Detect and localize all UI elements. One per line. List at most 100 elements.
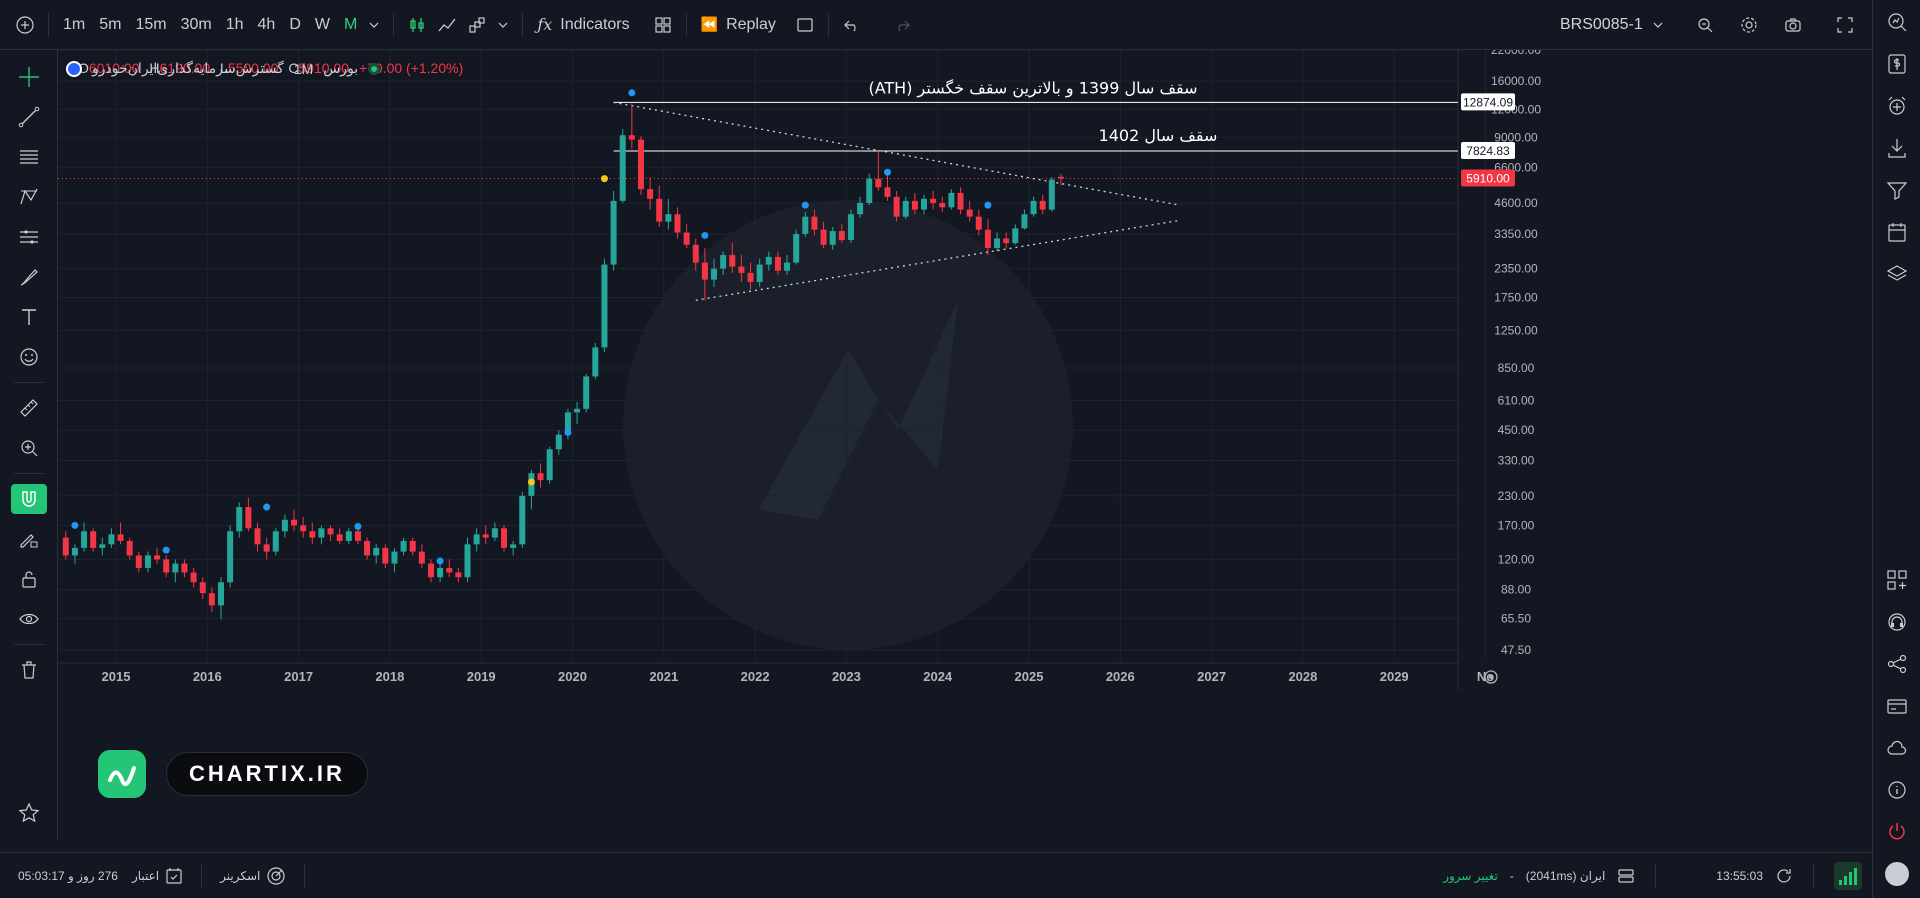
refresh-icon[interactable] xyxy=(1775,867,1793,885)
line-chart-button[interactable] xyxy=(432,8,462,42)
filter-button[interactable] xyxy=(1882,178,1912,202)
price-chart[interactable]: 22000.0016000.0012000.009000.006600.0046… xyxy=(58,50,1872,840)
cloud-icon xyxy=(1886,740,1906,755)
horizontal-lines-tool[interactable] xyxy=(11,142,47,172)
server-separator: - xyxy=(1509,869,1514,883)
candle-body xyxy=(409,540,416,552)
candle-body xyxy=(71,547,78,556)
power-button[interactable] xyxy=(1882,820,1912,844)
pattern-tool[interactable] xyxy=(11,182,47,212)
layers-button[interactable] xyxy=(1882,262,1912,286)
settings-button[interactable] xyxy=(1734,8,1764,42)
add-symbol-button[interactable] xyxy=(10,8,40,42)
x-tick-label: 2019 xyxy=(467,669,496,684)
brush-tool[interactable] xyxy=(11,262,47,292)
zoom-in-icon xyxy=(20,440,37,457)
widgets-button[interactable] xyxy=(1882,568,1912,592)
support-button[interactable] xyxy=(1882,610,1912,634)
timeframe-1m-button[interactable]: 1m xyxy=(63,15,86,33)
calendar-button[interactable] xyxy=(1882,220,1912,244)
delete-drawings-tool[interactable] xyxy=(11,655,47,685)
ruler-tool[interactable] xyxy=(11,393,47,423)
candle-body xyxy=(564,412,571,435)
text-tool[interactable] xyxy=(11,302,47,332)
ath-annotation-text: سقف سال 1399 و بالاترین سقف خگستر (ATH) xyxy=(868,78,1197,98)
trendline-tool[interactable] xyxy=(11,102,47,132)
candle-body xyxy=(437,567,444,578)
candle-body xyxy=(820,229,827,245)
chevron-down-icon xyxy=(498,22,508,28)
timeframe-4h-button[interactable]: 4h xyxy=(257,15,276,33)
candle-body xyxy=(1039,200,1046,210)
lock-drawing-tool[interactable] xyxy=(11,524,47,554)
prediction-tool[interactable] xyxy=(11,222,47,252)
close-label: C xyxy=(288,60,299,76)
symbol-selector[interactable]: BRS0085-1 xyxy=(1560,8,1663,42)
candle-body xyxy=(619,135,626,201)
visibility-tool[interactable] xyxy=(11,604,47,634)
toolbar-divider xyxy=(48,12,49,37)
zoom-in-tool[interactable] xyxy=(11,433,47,463)
compare-button[interactable] xyxy=(462,8,492,42)
timeframe-w-button[interactable]: W xyxy=(314,15,330,33)
emoji-tool[interactable] xyxy=(11,342,47,372)
signal-marker xyxy=(527,478,535,486)
crosshair-tool[interactable] xyxy=(11,62,47,92)
download-button[interactable] xyxy=(1882,136,1912,160)
fullscreen-rect-button[interactable] xyxy=(790,8,820,42)
share-button[interactable] xyxy=(1882,652,1912,676)
calendar-check-icon xyxy=(166,867,182,884)
chart-type-dropdown-button[interactable] xyxy=(492,8,514,42)
candle-type-button[interactable] xyxy=(402,8,432,42)
candle-body xyxy=(154,555,161,560)
timeframe-dropdown-button[interactable] xyxy=(363,8,385,42)
timeframe-5m-button[interactable]: 5m xyxy=(99,15,122,33)
dollar-icon xyxy=(1887,54,1906,74)
change-value: +70.00 (+1.20%) xyxy=(358,60,464,76)
redo-button[interactable] xyxy=(887,8,917,42)
timeframe-15m-button[interactable]: 15m xyxy=(135,15,167,33)
alerts-button[interactable] xyxy=(1882,94,1912,118)
candle-body xyxy=(656,198,663,222)
top1402-price-label-bg xyxy=(1461,142,1515,160)
timeframe-m-button[interactable]: M xyxy=(343,15,358,33)
cloud-button[interactable] xyxy=(1882,736,1912,760)
candle-body xyxy=(272,531,279,552)
candle-body xyxy=(711,268,718,280)
screener-button[interactable]: اسکرینر xyxy=(210,866,296,886)
timeframe-1h-button[interactable]: 1h xyxy=(225,15,244,33)
indicators-button[interactable]: ƒx Indicators xyxy=(531,8,635,42)
search-zoom-button[interactable] xyxy=(1690,8,1720,42)
ohlc-close: O6010.00 H6190.00 L5500.00 C5910.00 +70.… xyxy=(78,60,463,76)
timeframe-30m-button[interactable]: 30m xyxy=(180,15,212,33)
profile-button[interactable] xyxy=(1882,862,1912,886)
snapshot-button[interactable] xyxy=(1778,8,1808,42)
replay-button[interactable]: ⏪ Replay xyxy=(695,8,782,42)
y-tick-label: 850.00 xyxy=(1498,361,1535,375)
rectangle-icon xyxy=(797,17,813,32)
undo-button[interactable] xyxy=(837,8,867,42)
layouts-button[interactable] xyxy=(648,8,678,42)
card-icon xyxy=(1886,699,1907,714)
info-button[interactable] xyxy=(1882,778,1912,802)
status-right: تغییر سرور - ایران (2041ms) 13:55:03 xyxy=(1443,853,1862,898)
chart-search-icon xyxy=(1887,13,1906,32)
candle-body xyxy=(802,216,809,234)
market-status-icon xyxy=(368,62,381,75)
chart-area[interactable]: 22000.00 16000.00 12000.00 9000.00 6600.00 46… xyxy=(58,50,1872,840)
crosshair-icon xyxy=(18,67,39,87)
change-server-link[interactable]: تغییر سرور xyxy=(1443,869,1498,883)
payment-button[interactable] xyxy=(1882,694,1912,718)
magnet-tool[interactable] xyxy=(10,484,47,514)
portfolio-button[interactable] xyxy=(1882,52,1912,76)
watchlist-button[interactable] xyxy=(1882,10,1912,34)
candle-body xyxy=(382,547,389,564)
fullscreen-button[interactable] xyxy=(1830,8,1860,42)
favorites-tool[interactable] xyxy=(11,798,47,828)
unlock-tool[interactable] xyxy=(11,564,47,594)
timeframe-d-button[interactable]: D xyxy=(289,15,301,33)
alarm-clock-icon xyxy=(1888,96,1905,115)
trendline xyxy=(695,219,1180,301)
candle-body xyxy=(108,534,115,545)
status-divider xyxy=(304,863,306,888)
